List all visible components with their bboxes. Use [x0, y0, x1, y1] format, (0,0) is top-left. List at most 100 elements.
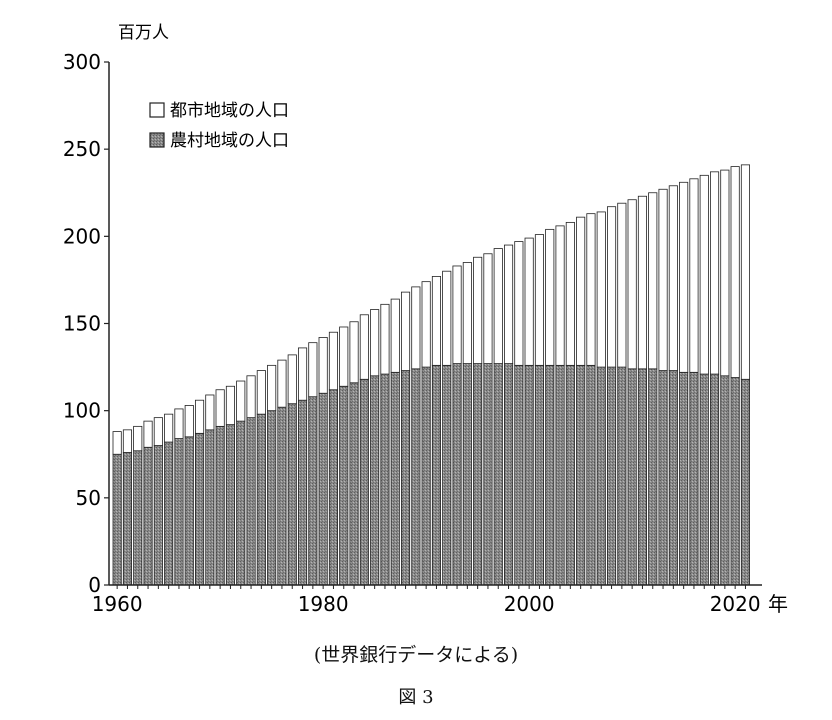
bar-urban	[668, 185, 678, 371]
bar-urban	[390, 298, 400, 373]
figure-caption: 図 3	[398, 687, 434, 708]
bar-rural	[297, 399, 308, 586]
bar-rural	[586, 364, 596, 586]
bar-urban	[565, 221, 575, 366]
bar-rural	[524, 364, 534, 586]
source-note: (世界銀行データによる)	[313, 644, 519, 666]
bar-urban	[318, 337, 328, 394]
bar-rural	[359, 378, 369, 586]
bar-urban	[297, 347, 308, 401]
bar-rural	[277, 406, 287, 586]
bar-rural	[184, 436, 194, 586]
bar-urban	[679, 181, 689, 373]
bar-urban	[689, 178, 699, 373]
bar-rural	[637, 368, 647, 586]
bar-rural	[390, 371, 400, 586]
bar-urban	[627, 199, 637, 370]
bar-urban	[740, 164, 750, 380]
x-axis-ticks: 1960 1980 2000 2020	[92, 585, 761, 616]
bar-urban	[359, 314, 369, 380]
bar-urban	[586, 213, 596, 366]
bar-rural	[555, 364, 565, 586]
bar-rural	[339, 385, 349, 586]
bar-rural	[679, 371, 689, 586]
bar-urban	[112, 431, 122, 455]
bar-rural	[256, 413, 266, 586]
bar-rural	[328, 389, 338, 586]
bar-urban	[534, 234, 544, 366]
legend-label-urban: 都市地域の人口	[170, 101, 289, 121]
y-axis-ticks: 0 50 100 150 200 250 300	[63, 50, 109, 597]
bar-urban	[730, 166, 740, 378]
bar-urban	[400, 291, 411, 371]
bar-rural	[545, 364, 555, 586]
bar-urban	[164, 413, 174, 443]
bar-urban	[648, 192, 658, 370]
bar-rural	[174, 438, 184, 586]
bar-urban	[174, 408, 184, 439]
x-tick-label: 1980	[298, 592, 349, 616]
bar-urban	[545, 228, 555, 366]
bar-rural	[112, 453, 122, 586]
bar-urban	[153, 417, 163, 446]
bar-urban	[339, 326, 349, 387]
bar-urban	[576, 216, 586, 366]
y-tick-label: 150	[63, 312, 101, 336]
y-tick-label: 250	[63, 137, 101, 161]
bar-rural	[153, 445, 163, 586]
bar-urban	[308, 342, 318, 398]
bar-urban	[349, 321, 359, 384]
bar-rural	[246, 417, 256, 586]
bar-urban	[122, 429, 133, 453]
bar-urban	[184, 405, 194, 438]
x-tick-label: 1960	[92, 592, 143, 616]
bar-urban	[514, 241, 524, 366]
bar-rural	[462, 363, 472, 586]
bar-rural	[215, 425, 225, 586]
x-tick-label: 2020	[710, 592, 761, 616]
bar-urban	[277, 359, 287, 408]
bar-urban	[596, 211, 606, 368]
y-tick-label: 50	[76, 486, 101, 510]
bar-urban	[246, 375, 256, 419]
bar-rural	[576, 364, 586, 586]
bar-rural	[431, 364, 441, 586]
bar-urban	[503, 244, 514, 364]
bar-urban	[380, 303, 390, 375]
bar-urban	[710, 171, 720, 375]
bar-rural	[740, 378, 750, 586]
bar-rural	[400, 370, 411, 586]
y-tick-label: 100	[63, 399, 101, 423]
bar-rural	[627, 368, 637, 586]
bar-urban	[637, 195, 647, 370]
bar-urban	[328, 331, 338, 391]
bar-urban	[215, 389, 225, 427]
legend: 都市地域の人口 農村地域の人口	[149, 101, 289, 151]
legend-swatch-rural	[149, 132, 165, 148]
bar-rural	[596, 366, 606, 586]
bar-rural	[473, 363, 483, 586]
bar-rural	[452, 363, 462, 586]
bar-urban	[287, 354, 297, 405]
bar-rural	[205, 429, 215, 586]
bar-rural	[565, 364, 575, 586]
bar-urban	[462, 262, 472, 364]
bar-rural	[287, 403, 297, 586]
bar-urban	[483, 253, 493, 364]
bar-urban	[607, 206, 617, 368]
bar-rural	[421, 366, 431, 586]
bar-urban	[720, 169, 730, 377]
bar-rural	[730, 377, 740, 586]
y-tick-label: 0	[88, 573, 101, 597]
bar-urban	[370, 309, 380, 377]
bar-rural	[503, 363, 514, 586]
bar-rural	[534, 364, 544, 586]
legend-label-rural: 農村地域の人口	[170, 131, 289, 151]
bar-rural	[133, 450, 143, 586]
bar-rural	[349, 382, 359, 586]
bar-rural	[236, 420, 246, 586]
bar-rural	[143, 446, 153, 586]
y-tick-label: 200	[63, 224, 101, 248]
bar-urban	[421, 281, 431, 368]
bar-rural	[514, 364, 524, 586]
